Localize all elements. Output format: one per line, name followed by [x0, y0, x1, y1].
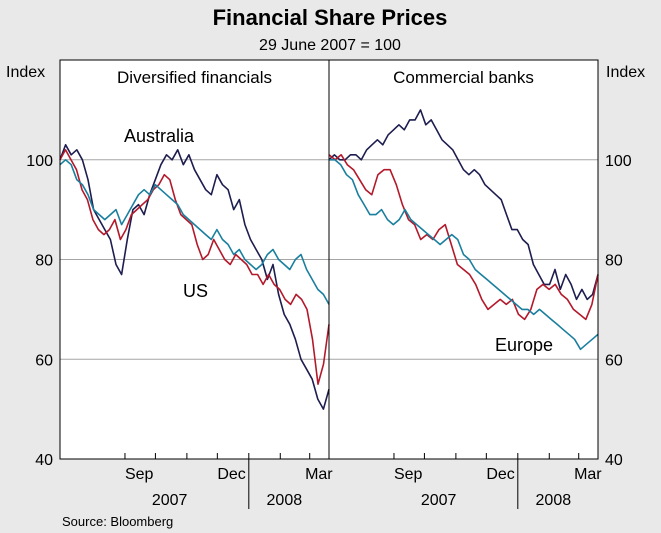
y-axis-label-left: Index	[6, 64, 45, 81]
series-line-us-diversified	[59, 149, 330, 386]
chart-title: Financial Share Prices	[213, 5, 448, 30]
y-tick-left-80: 80	[35, 253, 53, 270]
y-tick-right-60: 60	[605, 352, 623, 369]
y-axis-label-right: Index	[606, 64, 645, 81]
annotation-australia: Australia	[124, 126, 195, 146]
y-tick-right-40: 40	[605, 452, 623, 469]
x-tick-label-dec: Dec	[486, 466, 514, 483]
year-label-2008: 2008	[267, 492, 303, 509]
y-tick-left-100: 100	[26, 153, 53, 170]
x-tick-label-mar: Mar	[305, 466, 333, 483]
panel-title-banks: Commercial banks	[393, 68, 534, 87]
chart-subtitle: 29 June 2007 = 100	[259, 37, 401, 54]
y-tick-right-100: 100	[605, 153, 632, 170]
series-line-australia-diversified	[59, 144, 330, 410]
panel-title-diversified: Diversified financials	[117, 68, 272, 87]
series-line-us-banks	[328, 154, 599, 321]
annotation-europe: Europe	[495, 335, 553, 355]
x-tick-label-sep: Sep	[125, 466, 154, 483]
x-tick-label-sep: Sep	[394, 466, 423, 483]
y-tick-left-60: 60	[35, 352, 53, 369]
y-tick-left-40: 40	[35, 452, 53, 469]
series-line-europe-banks	[329, 159, 599, 351]
x-tick-label-mar: Mar	[574, 466, 602, 483]
series-line-europe-diversified	[59, 159, 330, 305]
series-line-australia-banks	[328, 109, 599, 301]
year-label-2007: 2007	[152, 492, 188, 509]
x-tick-label-dec: Dec	[217, 466, 245, 483]
y-tick-right-80: 80	[605, 253, 623, 270]
year-label-2008: 2008	[536, 492, 572, 509]
source-note: Source: Bloomberg	[62, 514, 173, 529]
annotation-us: US	[183, 281, 208, 301]
plot-layer: 40 40 60 60 80 80 100 100 Sep Dec Mar 2007 2008 Diver…	[26, 59, 632, 509]
year-label-2007: 2007	[421, 492, 457, 509]
